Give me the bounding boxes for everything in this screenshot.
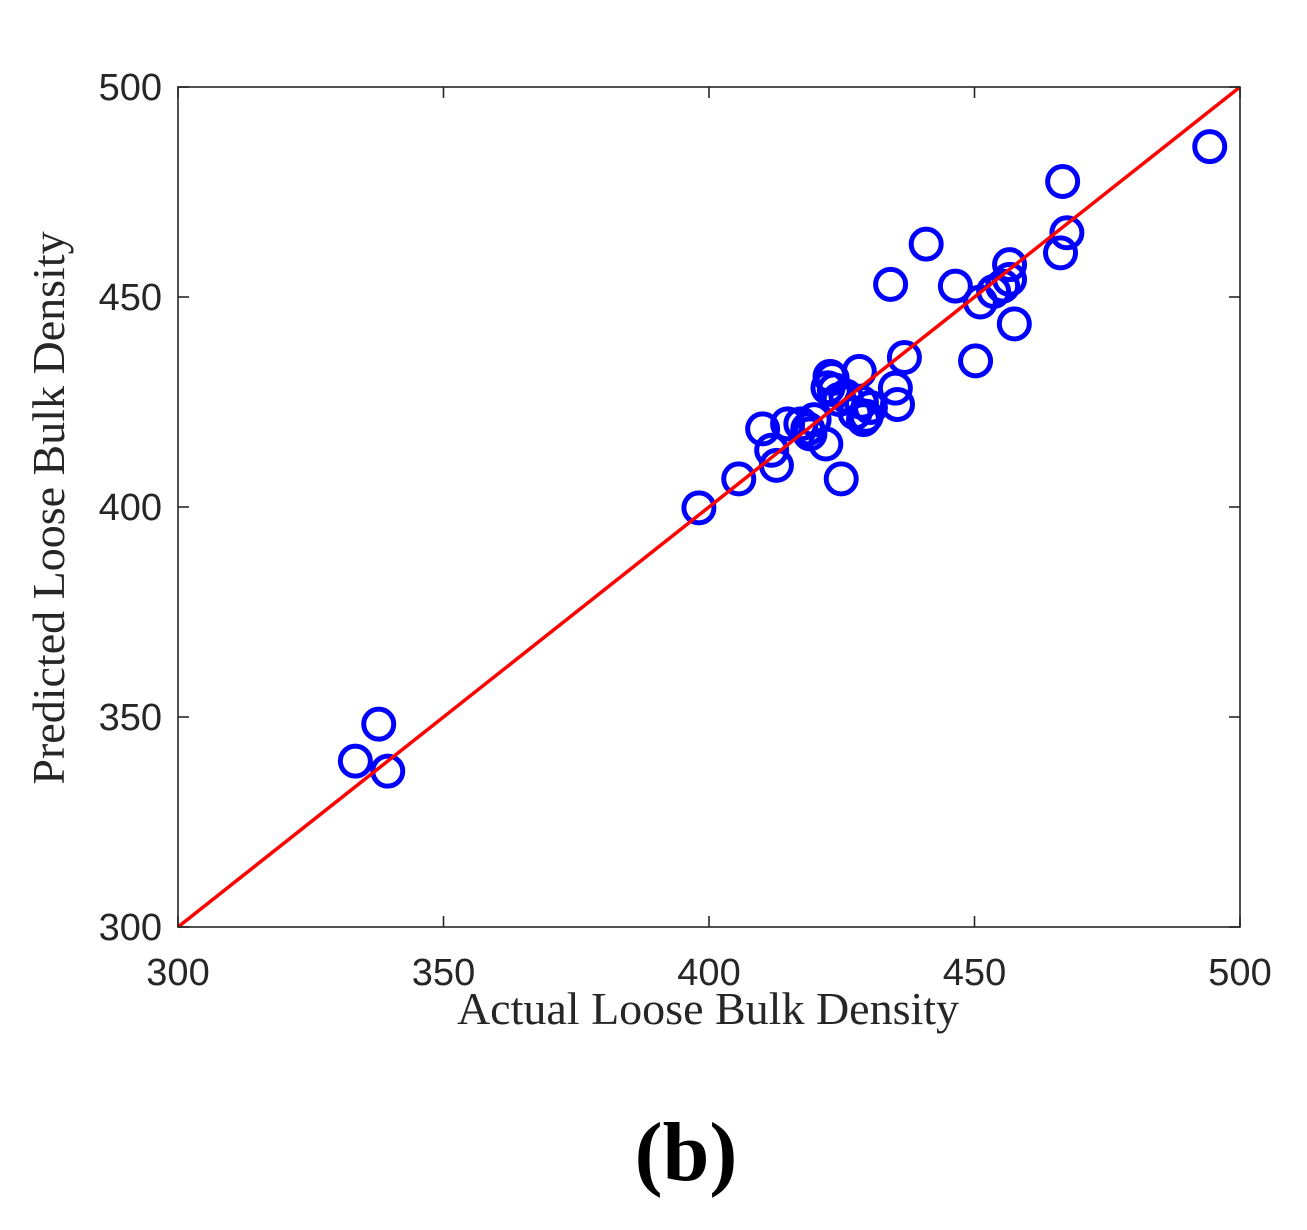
data-markers [176,85,1242,929]
data-point [337,743,373,779]
data-point [908,226,944,262]
data-point [823,461,859,497]
x-tick-label: 350 [412,952,475,994]
panel-label: (b) [635,1106,738,1199]
data-point [681,490,717,526]
axis-ticks: 300 350 400 450 500 300 350 400 450 500 [99,67,1272,994]
y-tick-label: 350 [99,697,162,739]
data-point [873,266,909,302]
y-tick-label: 400 [99,487,162,529]
data-point [886,339,922,375]
x-tick-label: 500 [1208,952,1271,994]
y-tick-label: 500 [99,67,162,109]
data-point [852,389,888,425]
x-tick-label: 400 [677,952,740,994]
data-point [754,432,790,468]
data-point [958,343,994,379]
data-point [1045,164,1081,199]
data-point [996,306,1032,342]
x-tick-label: 450 [943,952,1006,994]
y-axis-title: Predicted Loose Bulk Density [23,231,74,784]
data-point [992,247,1028,283]
data-point [877,370,913,406]
x-tick-label: 300 [146,952,209,994]
data-point [1192,129,1228,165]
identity-line [176,85,1242,929]
data-point [880,387,916,423]
data-point [770,406,806,442]
y-tick-label: 450 [99,277,162,319]
data-point [808,426,844,462]
y-tick-label: 300 [99,907,162,949]
data-point [1049,215,1085,251]
data-point [361,706,397,742]
data-point [745,411,781,447]
data-point [937,268,973,304]
data-point [1043,235,1079,271]
data-point [721,461,757,497]
x-axis-title: Actual Loose Bulk Density [457,983,959,1034]
